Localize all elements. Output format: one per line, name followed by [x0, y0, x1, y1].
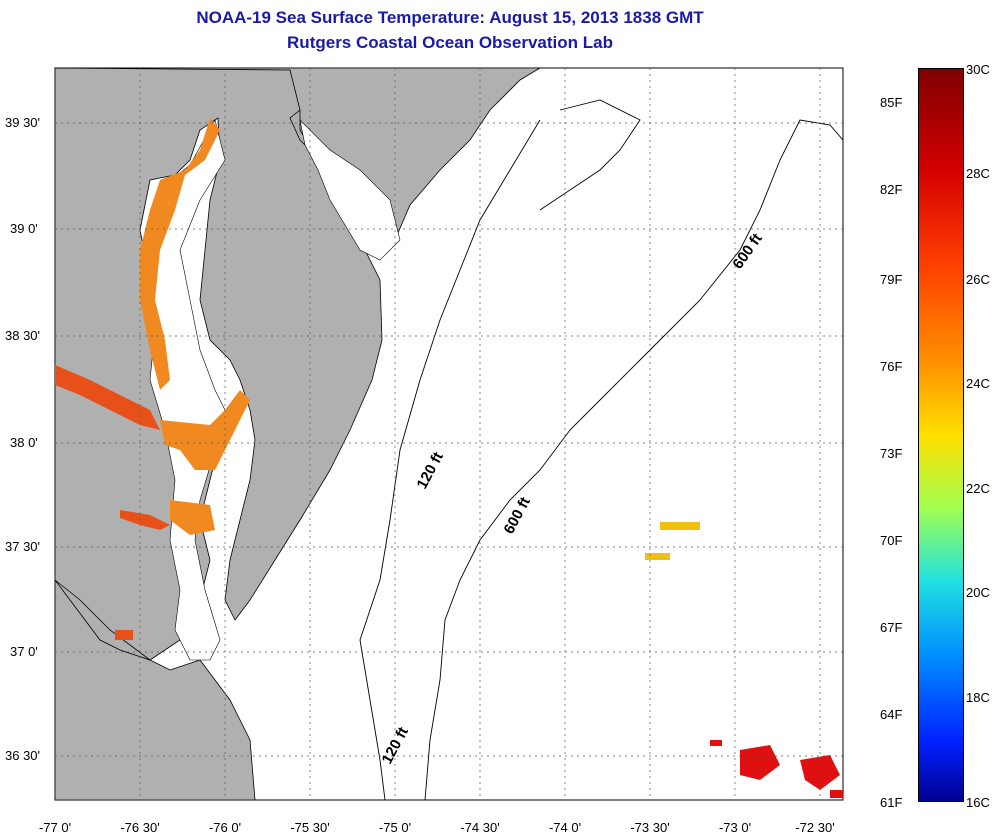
lon-label: -76 0' [208, 820, 242, 835]
lon-label: -73 30' [630, 820, 670, 835]
colorbar-c-label: 20C [966, 585, 990, 600]
colorbar-c-label: 24C [966, 376, 990, 391]
colorbar-f-label: 61F [880, 795, 903, 810]
lon-label: -77 0' [38, 820, 72, 835]
colorbar-f-label: 67F [880, 620, 903, 635]
offshore-sst-yellow [645, 522, 700, 560]
colorbar-f-label: 76F [880, 359, 903, 374]
lon-label: -76 30' [120, 820, 160, 835]
colorbar-c-label: 18C [966, 690, 990, 705]
lat-label: 39 0' [10, 221, 38, 236]
colorbar-f-label: 85F [880, 95, 903, 110]
map-title: NOAA-19 Sea Surface Temperature: August … [196, 8, 704, 27]
bay-sst-patches [140, 118, 250, 535]
lat-label: 36 30' [5, 748, 41, 763]
mouth-sst [115, 630, 133, 640]
colorbar-c-label: 22C [966, 481, 990, 496]
lon-label: -75 30' [290, 820, 330, 835]
lon-label: -74 0' [548, 820, 582, 835]
lon-label: -74 30' [460, 820, 500, 835]
colorbar-c-label: 16C [966, 795, 990, 810]
colorbar-f-label: 82F [880, 182, 903, 197]
lat-label: 38 30' [5, 328, 41, 343]
delaware-bay [299, 119, 401, 261]
lon-label: -73 0' [718, 820, 752, 835]
lat-label: 37 30' [5, 539, 41, 554]
potomac-sst [55, 365, 160, 430]
colorbar-c-label: 28C [966, 166, 990, 181]
colorbar-f-label: 64F [880, 707, 903, 722]
colorbar-f-label: 70F [880, 533, 903, 548]
temperature-colorbar [918, 68, 964, 802]
colorbar-f-label: 79F [880, 272, 903, 287]
rappahannock-sst [120, 510, 170, 530]
lat-label: 37 0' [10, 644, 38, 659]
lon-label: -75 0' [378, 820, 412, 835]
offshore-sst [710, 740, 843, 798]
lat-label: 38 0' [10, 435, 38, 450]
colorbar-c-label: 30C [966, 62, 990, 77]
colorbar-f-label: 73F [880, 446, 903, 461]
graticule [55, 68, 843, 800]
lon-label: -72 30' [795, 820, 835, 835]
lat-label: 39 30' [5, 115, 41, 130]
map-subtitle: Rutgers Coastal Ocean Observation Lab [287, 33, 613, 52]
colorbar-c-label: 26C [966, 272, 990, 287]
